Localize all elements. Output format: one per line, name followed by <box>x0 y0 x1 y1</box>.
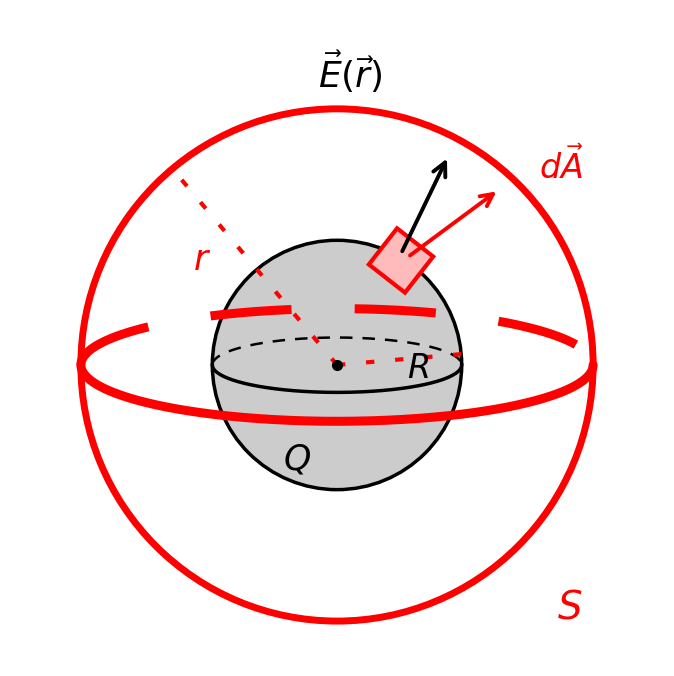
Text: $S$: $S$ <box>557 589 582 627</box>
Polygon shape <box>369 228 433 293</box>
Text: $d\vec{A}$: $d\vec{A}$ <box>539 146 584 186</box>
Text: $\vec{E}(\vec{r})$: $\vec{E}(\vec{r})$ <box>318 49 383 95</box>
Circle shape <box>212 240 462 489</box>
Text: $R$: $R$ <box>407 352 429 385</box>
Text: $Q$: $Q$ <box>282 442 311 477</box>
Text: $r$: $r$ <box>193 243 211 277</box>
